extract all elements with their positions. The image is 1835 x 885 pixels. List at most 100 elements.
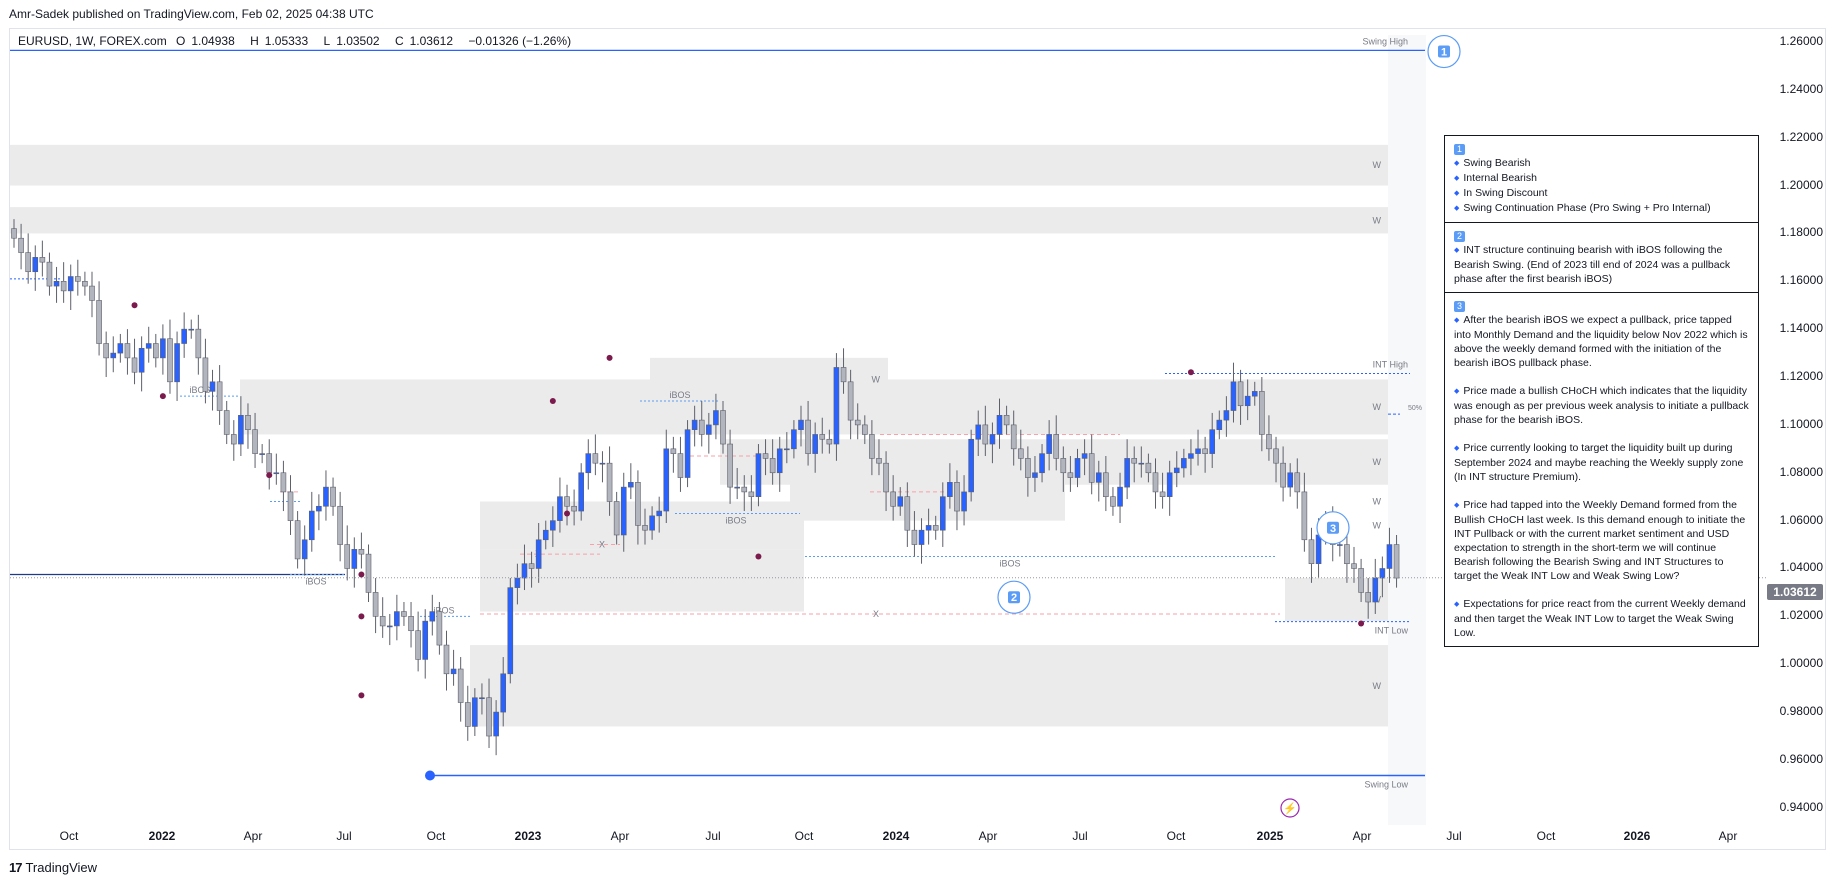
candle-body <box>1202 448 1208 454</box>
candle-body <box>762 453 769 459</box>
symbol-label[interactable]: EURUSD, 1W, FOREX.com <box>18 34 167 48</box>
candle-body <box>649 515 655 531</box>
demand-supply-zone <box>10 144 1388 186</box>
candle-body <box>932 525 939 531</box>
price-tick-label: 0.98000 <box>1779 704 1823 719</box>
candle-body <box>755 453 762 497</box>
lightning-icon: ⚡ <box>1283 802 1297 815</box>
zone-label: W <box>1373 402 1382 412</box>
candle-body <box>578 472 585 512</box>
candle-body <box>968 438 974 493</box>
candle-body <box>39 257 46 263</box>
swing-low-point <box>425 770 435 781</box>
candle-body <box>599 462 606 465</box>
open-value: 1.04938 <box>191 34 235 48</box>
zone-label: W <box>1373 520 1382 530</box>
candle-body <box>167 338 173 383</box>
candle-body <box>507 587 514 675</box>
candle-body <box>748 491 755 497</box>
candle-body <box>1017 448 1024 459</box>
candle-body <box>925 525 932 531</box>
candle-body <box>684 429 691 478</box>
time-tick-label: Oct <box>59 829 79 843</box>
candle-body <box>1273 448 1279 464</box>
ibos-label: iBOS <box>999 559 1020 569</box>
candle-body <box>124 343 131 359</box>
candle-body <box>982 424 989 445</box>
time-tick-label: Jul <box>1072 829 1088 843</box>
pivot-marker <box>755 553 762 560</box>
candle-body <box>1145 462 1152 474</box>
candle-body <box>1266 434 1272 450</box>
time-tick-label: Jul <box>1446 829 1462 843</box>
pivot-marker <box>131 302 138 309</box>
chart-frame[interactable] <box>9 28 1826 850</box>
candle-body <box>408 616 414 632</box>
step-marker-number: 3 <box>1330 523 1336 535</box>
candle-body <box>1025 458 1031 478</box>
candle-body <box>535 539 542 569</box>
open-label: O <box>176 34 186 48</box>
tradingview-footer[interactable]: 17 TradingView <box>9 860 97 875</box>
x-label: X <box>599 540 605 550</box>
candle-body <box>301 539 308 560</box>
current-price-badge: 1.03612 <box>1767 584 1823 600</box>
time-tick-label: 2026 <box>1623 829 1651 843</box>
candle-body <box>1365 592 1371 603</box>
candle-body <box>571 505 577 512</box>
candle-body <box>60 280 67 292</box>
low-value: 1.03502 <box>336 34 380 48</box>
price-tick-label: 0.96000 <box>1779 751 1823 766</box>
ibos-label: iBOS <box>725 515 746 525</box>
candle-body <box>677 453 684 478</box>
candle-body <box>46 261 53 287</box>
time-tick-label: Jul <box>705 829 721 843</box>
candle-body <box>741 486 748 493</box>
pivot-marker <box>564 510 571 517</box>
price-tick-label: 1.22000 <box>1779 129 1823 144</box>
pivot-marker <box>159 393 166 400</box>
candle-body <box>308 510 315 541</box>
candle-body <box>287 491 294 521</box>
price-tick-label: 1.00000 <box>1779 656 1823 671</box>
price-tick-label: 1.12000 <box>1779 369 1823 384</box>
candle-body <box>223 410 230 435</box>
candle-body <box>1103 472 1109 497</box>
analysis-notes-box: 1 Swing Bearish Internal Bearish In Swin… <box>1444 135 1759 647</box>
candle-body <box>1124 458 1130 488</box>
candle-body <box>869 434 875 459</box>
candle-body <box>1173 467 1180 474</box>
candle-body <box>351 549 358 569</box>
candle-body <box>131 357 138 373</box>
candle-body <box>989 434 996 445</box>
swing-low-label: Swing Low <box>1364 780 1408 790</box>
candle-body <box>67 276 74 292</box>
price-tick-label: 1.26000 <box>1779 33 1823 48</box>
candle-body <box>1223 410 1230 421</box>
note-bullet: In Swing Discount <box>1454 186 1749 201</box>
candle-body <box>691 419 698 430</box>
candle-body <box>493 711 499 737</box>
ibos-label: iBOS <box>433 605 454 615</box>
candle-body <box>635 482 641 526</box>
pivot-marker <box>266 472 273 479</box>
candle-body <box>160 338 166 359</box>
ibos-label: iBOS <box>305 576 326 586</box>
candle-body <box>153 343 159 359</box>
candle-body <box>1067 472 1074 478</box>
candle-body <box>663 448 670 512</box>
candle-body <box>1308 539 1315 565</box>
demand-supply-zone <box>895 388 1388 425</box>
note-bullet: INT structure continuing bearish with iB… <box>1454 243 1749 286</box>
candle-body <box>713 410 719 426</box>
int-high-label: INT High <box>1373 359 1408 369</box>
price-tick-label: 1.18000 <box>1779 225 1823 240</box>
time-tick-label: 2025 <box>1256 829 1284 843</box>
candle-body <box>117 343 124 354</box>
candle-body <box>1315 534 1322 565</box>
candle-body <box>401 611 407 617</box>
price-tick-label: 1.10000 <box>1779 416 1823 431</box>
candle-body <box>826 438 833 445</box>
note-bullet: Swing Continuation Phase (Pro Swing + Pr… <box>1454 201 1749 216</box>
